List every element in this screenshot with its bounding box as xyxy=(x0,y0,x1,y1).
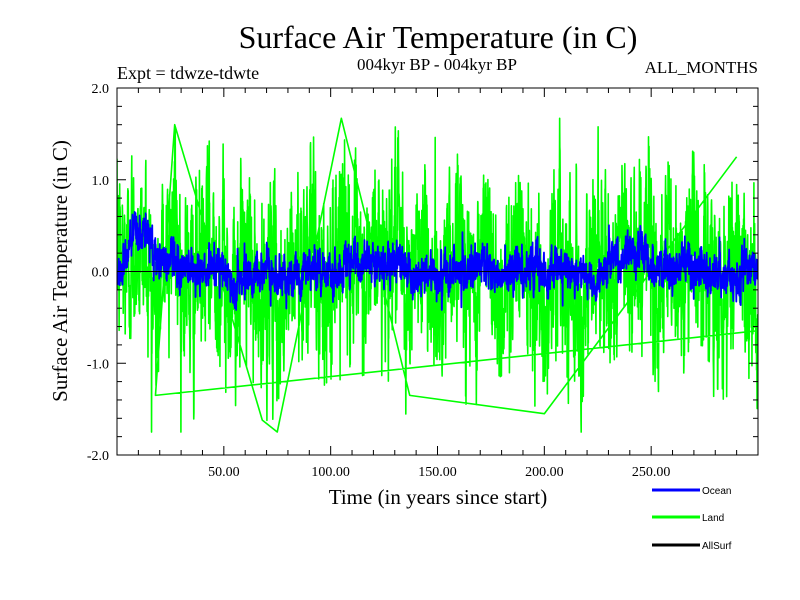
x-tick-label: 200.00 xyxy=(525,465,564,480)
ticks-layer xyxy=(117,87,758,456)
y-tick-label: -2.0 xyxy=(87,449,109,464)
legend-label-allsurf: AllSurf xyxy=(702,541,732,552)
x-tick-label: 250.00 xyxy=(632,465,671,480)
chart-title: Surface Air Temperature (in C) xyxy=(239,19,638,55)
period-label: 004kyr BP - 004kyr BP xyxy=(357,55,517,74)
legend-label-ocean: Ocean xyxy=(702,486,731,497)
months-label: ALL_MONTHS xyxy=(645,58,758,77)
x-tick-label: 50.00 xyxy=(208,465,240,480)
x-tick-label: 100.00 xyxy=(311,465,350,480)
y-tick-label: 2.0 xyxy=(92,82,110,97)
x-axis-label: Time (in years since start) xyxy=(329,485,548,509)
plot-area xyxy=(116,87,759,456)
y-axis-label: Surface Air Temperature (in C) xyxy=(48,140,72,402)
experiment-label: Expt = tdwze-tdwte xyxy=(117,63,259,83)
legend: Ocean Land AllSurf xyxy=(652,486,732,552)
y-tick-label: 0.0 xyxy=(92,266,110,281)
series-layer xyxy=(117,117,758,433)
tick-labels-layer: 50.00 100.00 150.00 200.00 250.00 -2.0 -1.0 0.0… xyxy=(87,82,671,480)
x-tick-label: 150.00 xyxy=(418,465,457,480)
legend-label-land: Land xyxy=(702,513,724,524)
y-tick-label: -1.0 xyxy=(87,357,109,372)
y-tick-label: 1.0 xyxy=(92,174,110,189)
series-line-ocean xyxy=(117,210,758,311)
